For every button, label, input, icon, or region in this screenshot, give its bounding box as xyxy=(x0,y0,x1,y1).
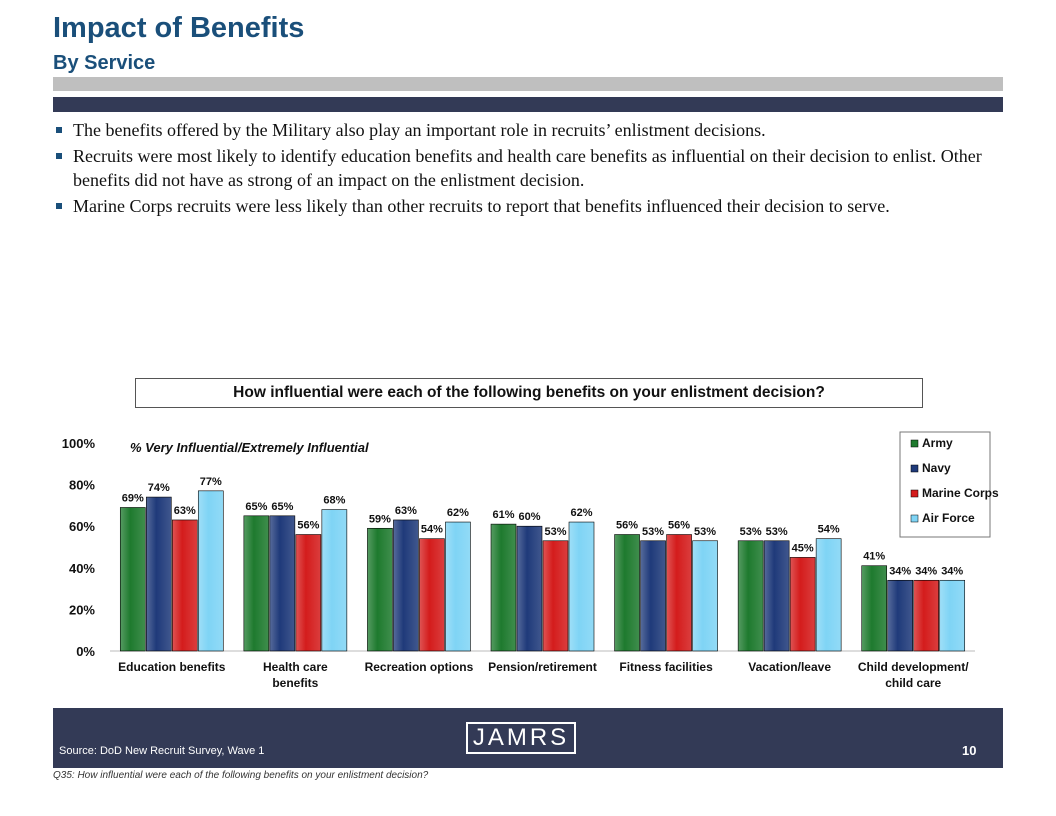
header-divider-navy xyxy=(53,97,1003,112)
bar-value-label: 69% xyxy=(122,492,144,504)
bar-value-label: 54% xyxy=(421,524,443,536)
legend-swatch xyxy=(910,489,919,498)
bar xyxy=(640,540,666,652)
bar xyxy=(614,534,640,652)
bar-value-label: 45% xyxy=(792,542,814,554)
bar xyxy=(516,525,543,652)
category-label: Pension/retirement xyxy=(488,660,597,674)
category-label: Health care xyxy=(263,660,328,674)
bar xyxy=(119,507,146,652)
bar xyxy=(692,540,718,652)
bar xyxy=(145,496,172,652)
bar-value-label: 54% xyxy=(818,524,840,536)
category-label: benefits xyxy=(272,676,318,690)
bar xyxy=(321,509,348,652)
header-divider-gray xyxy=(53,77,1003,91)
bar-value-label: 62% xyxy=(570,507,592,519)
bar xyxy=(887,579,914,652)
question-footnote: Q35: How influential were each of the fo… xyxy=(53,770,429,781)
source-note: Source: DoD New Recruit Survey, Wave 1 xyxy=(59,745,265,757)
category-label: Education benefits xyxy=(118,660,226,674)
bar xyxy=(789,557,816,652)
bar xyxy=(367,527,393,652)
bar-value-label: 59% xyxy=(369,513,391,525)
legend-label: Air Force xyxy=(922,511,975,525)
bar xyxy=(295,534,322,652)
bar-value-label: 56% xyxy=(668,520,690,532)
bar xyxy=(568,521,595,652)
bar xyxy=(913,579,940,652)
bar-value-label: 53% xyxy=(642,526,664,538)
bar xyxy=(666,534,692,652)
bar xyxy=(815,538,842,652)
bar-value-label: 53% xyxy=(544,526,566,538)
category-label: Fitness facilities xyxy=(619,660,713,674)
bar-value-label: 60% xyxy=(518,511,540,523)
page-subtitle: By Service xyxy=(53,52,156,74)
page-number: 10 xyxy=(962,743,977,758)
legend-swatch xyxy=(910,514,919,523)
bar-value-label: 62% xyxy=(447,507,469,519)
legend-label: Navy xyxy=(922,461,951,475)
bar xyxy=(393,519,419,652)
legend-label: Army xyxy=(922,436,953,450)
y-tick-label: 20% xyxy=(69,602,95,617)
bar-value-label: 63% xyxy=(174,505,196,517)
y-tick-label: 80% xyxy=(69,478,95,493)
bar xyxy=(269,515,296,652)
bar-value-label: 61% xyxy=(492,509,514,521)
bar-value-label: 65% xyxy=(245,501,267,513)
bar xyxy=(171,519,198,652)
bar-value-label: 74% xyxy=(148,482,170,494)
bullet-item: Marine Corps recruits were less likely t… xyxy=(55,194,990,218)
category-label: Vacation/leave xyxy=(748,660,831,674)
bar-value-label: 65% xyxy=(271,501,293,513)
benefits-bar-chart: 0% 20% 40% 60% 80% 100% % Very Influential/Ext… xyxy=(62,431,999,690)
bar-value-label: 53% xyxy=(766,526,788,538)
bar xyxy=(419,538,445,652)
bar xyxy=(861,565,888,652)
bar xyxy=(243,515,270,652)
bar-value-label: 34% xyxy=(915,565,937,577)
bar xyxy=(445,521,471,652)
bar xyxy=(737,540,764,652)
bar-value-label: 77% xyxy=(200,476,222,488)
jamrs-logo: JAMRS xyxy=(466,722,576,754)
legend-label: Marine Corps xyxy=(922,486,999,500)
bar xyxy=(490,523,517,652)
bar-value-label: 53% xyxy=(694,526,716,538)
page-title: Impact of Benefits xyxy=(53,12,305,44)
bar xyxy=(763,540,790,652)
bar-value-label: 41% xyxy=(863,551,885,563)
bullet-item: The benefits offered by the Military als… xyxy=(55,118,990,142)
bar-value-label: 68% xyxy=(323,495,345,507)
bar xyxy=(542,540,569,652)
bar-value-label: 34% xyxy=(941,565,963,577)
legend-swatch xyxy=(910,464,919,473)
y-tick-label: 100% xyxy=(62,436,96,451)
category-label: child care xyxy=(885,676,941,690)
bar xyxy=(197,490,224,652)
chart-annotation: % Very Influential/Extremely Influential xyxy=(130,440,369,455)
bar-value-label: 56% xyxy=(297,520,319,532)
bullet-list: The benefits offered by the Military als… xyxy=(55,118,990,220)
bullet-item: Recruits were most likely to identify ed… xyxy=(55,144,990,192)
bar-value-label: 56% xyxy=(616,520,638,532)
y-tick-label: 60% xyxy=(69,519,95,534)
bar xyxy=(939,579,966,652)
chart-question-box: How influential were each of the followi… xyxy=(135,378,923,408)
y-tick-label: 0% xyxy=(76,644,95,659)
bar-value-label: 63% xyxy=(395,505,417,517)
legend-swatch xyxy=(910,439,919,448)
bar-value-label: 34% xyxy=(889,565,911,577)
y-tick-label: 40% xyxy=(69,561,95,576)
category-label: Child development/ xyxy=(858,660,969,674)
bar-value-label: 53% xyxy=(740,526,762,538)
category-label: Recreation options xyxy=(365,660,474,674)
footer-band xyxy=(53,708,1003,768)
